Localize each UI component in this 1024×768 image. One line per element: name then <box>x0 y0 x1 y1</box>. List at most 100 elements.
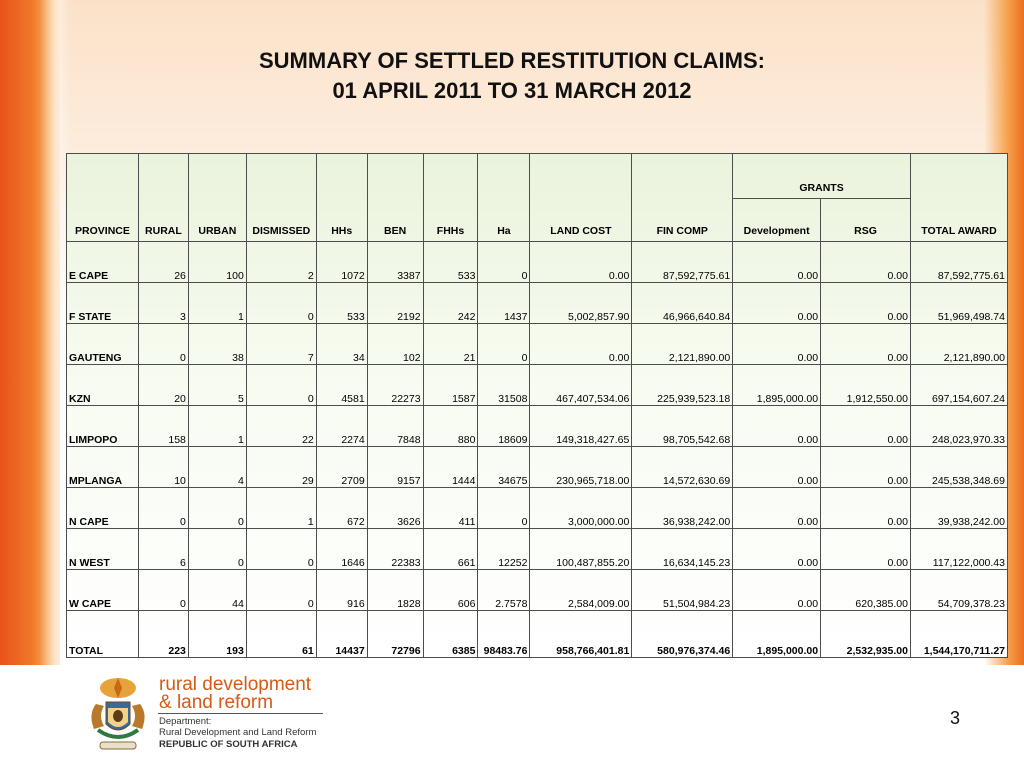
header-total-award: TOTAL AWARD <box>909 153 1009 242</box>
table-cell: 411 <box>422 487 479 529</box>
header-hhs: HHs <box>315 153 368 242</box>
province-cell: TOTAL <box>66 610 139 658</box>
table-cell: 248,023,970.33 <box>909 405 1009 447</box>
table-cell: 18609 <box>477 405 531 447</box>
table-row: MPLANGA 10 4 29 2709 9157 1444 34675 230,965,718… <box>66 446 1009 488</box>
header-urban: URBAN <box>187 153 247 242</box>
table-cell: 16,634,145.23 <box>631 528 734 570</box>
province-cell: W CAPE <box>66 569 139 611</box>
table-cell: 34 <box>315 323 368 365</box>
table-cell: 672 <box>315 487 368 529</box>
table-cell: 1646 <box>315 528 368 570</box>
table-body: E CAPE 26 100 2 1072 3387 533 0 0.00 87,592,775.6… <box>66 241 1009 658</box>
province-cell: GAUTENG <box>66 323 139 365</box>
brand-line-1: rural development <box>159 674 312 695</box>
table-cell: 3 <box>137 282 189 324</box>
table-cell: 44 <box>187 569 247 611</box>
table-cell: 31508 <box>477 364 531 406</box>
table-cell: 1 <box>187 282 247 324</box>
table-cell: 158 <box>137 405 189 447</box>
table-cell: 0.00 <box>820 446 911 488</box>
table-cell: 98483.76 <box>477 610 531 658</box>
table-cell: 7848 <box>366 405 424 447</box>
table-cell: 87,592,775.61 <box>909 241 1009 283</box>
table-row: LIMPOPO 158 1 22 2274 7848 880 18609 149,318,427… <box>66 405 1009 447</box>
table-cell: 1072 <box>315 241 368 283</box>
table-cell: 606 <box>422 569 479 611</box>
table-cell: 0 <box>137 487 189 529</box>
table-cell: 0.00 <box>529 323 633 365</box>
table-cell: 3,000,000.00 <box>529 487 633 529</box>
table-cell: 14437 <box>315 610 368 658</box>
coat-of-arms-icon <box>91 678 145 750</box>
table-cell: 880 <box>422 405 479 447</box>
table-cell: 1,895,000.00 <box>732 364 822 406</box>
province-cell: LIMPOPO <box>66 405 139 447</box>
table-cell: 533 <box>422 241 479 283</box>
table-cell: 0 <box>245 364 317 406</box>
table-cell: 1828 <box>366 569 424 611</box>
table-cell: 467,407,534.06 <box>529 364 633 406</box>
table-cell: 0.00 <box>732 323 822 365</box>
table-cell: 0.00 <box>820 241 911 283</box>
table-cell: 1444 <box>422 446 479 488</box>
table-cell: 0.00 <box>732 282 822 324</box>
table-cell: 100,487,855.20 <box>529 528 633 570</box>
table-cell: 0 <box>245 282 317 324</box>
table-cell: 697,154,607.24 <box>909 364 1009 406</box>
table-cell: 4 <box>187 446 247 488</box>
table-cell: 580,976,374.46 <box>631 610 734 658</box>
table-cell: 0.00 <box>732 446 822 488</box>
dept-name: Rural Development and Land Reform <box>159 727 317 738</box>
province-cell: MPLANGA <box>66 446 139 488</box>
province-cell: N CAPE <box>66 487 139 529</box>
title-line-1: SUMMARY OF SETTLED RESTITUTION CLAIMS: <box>259 48 765 73</box>
table-cell: 230,965,718.00 <box>529 446 633 488</box>
table-cell: 3626 <box>366 487 424 529</box>
table-cell: 2709 <box>315 446 368 488</box>
total-row: TOTAL 223 193 61 14437 72796 6385 98483.76 958,7… <box>66 610 1009 658</box>
table-cell: 0 <box>137 323 189 365</box>
table-cell: 242 <box>422 282 479 324</box>
table-row: W CAPE 0 44 0 916 1828 606 2.7578 2,584,009.00 51… <box>66 569 1009 611</box>
claims-table: PROVINCE RURAL URBAN DISMISSED HHs BEN F… <box>66 153 1009 658</box>
table-cell: 0 <box>245 528 317 570</box>
title-line-2: 01 APRIL 2011 TO 31 MARCH 2012 <box>332 78 692 103</box>
page-number: 3 <box>950 708 961 728</box>
footer-divider <box>158 713 323 714</box>
table-cell: 0 <box>245 569 317 611</box>
table-cell: 21 <box>422 323 479 365</box>
table-cell: 46,966,640.84 <box>631 282 734 324</box>
province-cell: E CAPE <box>66 241 139 283</box>
table-cell: 0 <box>477 487 531 529</box>
table-cell: 1437 <box>477 282 531 324</box>
table-cell: 36,938,242.00 <box>631 487 734 529</box>
table-cell: 2,532,935.00 <box>820 610 911 658</box>
table-cell: 149,318,427.65 <box>529 405 633 447</box>
header-grants: GRANTS <box>732 153 911 199</box>
table-cell: 0.00 <box>529 241 633 283</box>
table-cell: 22 <box>245 405 317 447</box>
table-cell: 6 <box>137 528 189 570</box>
slide-title: SUMMARY OF SETTLED RESTITUTION CLAIMS: 0… <box>60 46 964 106</box>
table-cell: 54,709,378.23 <box>909 569 1009 611</box>
table-cell: 7 <box>245 323 317 365</box>
table-cell: 0 <box>187 487 247 529</box>
table-cell: 2.7578 <box>477 569 531 611</box>
table-cell: 72796 <box>366 610 424 658</box>
table-cell: 22383 <box>366 528 424 570</box>
table-cell: 193 <box>187 610 247 658</box>
table-cell: 87,592,775.61 <box>631 241 734 283</box>
table-cell: 1,895,000.00 <box>732 610 822 658</box>
table-cell: 5 <box>187 364 247 406</box>
table-cell: 0.00 <box>732 569 822 611</box>
table-cell: 1,912,550.00 <box>820 364 911 406</box>
table-cell: 0 <box>477 241 531 283</box>
table-cell: 1,544,170,711.27 <box>909 610 1009 658</box>
table-cell: 3387 <box>366 241 424 283</box>
province-cell: KZN <box>66 364 139 406</box>
header-development: Development <box>732 198 822 242</box>
province-cell: N WEST <box>66 528 139 570</box>
table-cell: 2,121,890.00 <box>631 323 734 365</box>
header-fhhs: FHHs <box>422 153 479 242</box>
